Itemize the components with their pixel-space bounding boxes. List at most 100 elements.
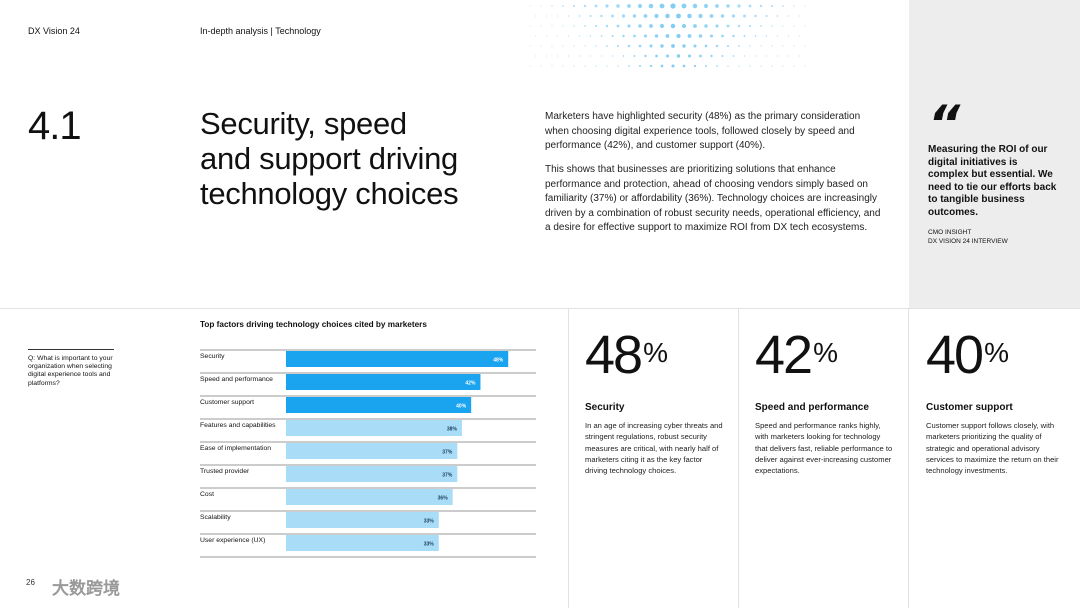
decorative-dot (765, 55, 768, 57)
decorative-dot (616, 4, 620, 8)
decorative-dot (670, 3, 676, 9)
page-title: Security, speed and support driving tech… (200, 106, 520, 211)
decorative-dot (562, 25, 564, 27)
stat-security-value: 48% (585, 328, 668, 382)
decorative-dot (578, 55, 581, 57)
decorative-dot (798, 15, 801, 17)
decorative-dot (687, 13, 692, 19)
decorative-dot (793, 45, 795, 47)
decorative-dot (676, 13, 681, 19)
decorative-dot (638, 44, 642, 48)
chart-category-label: Ease of implementation (200, 445, 271, 452)
chart-category-label: Customer support (200, 399, 254, 406)
decorative-dot (765, 14, 768, 18)
decorative-dot (776, 35, 779, 37)
decorative-dot (606, 45, 608, 47)
decorative-dot (562, 65, 564, 67)
chart-data-label: 37% (442, 473, 453, 479)
decorative-dot (654, 13, 659, 19)
decorative-dot (529, 5, 531, 7)
page-title-line-2: and support driving (200, 141, 458, 176)
stat-security-unit: % (643, 337, 668, 368)
decorative-dot (709, 34, 714, 38)
decorative-dot (782, 25, 784, 27)
chart-data-label: 37% (442, 450, 453, 456)
chart-bar (286, 489, 453, 505)
survey-question: Q: What is important to your organizatio… (28, 355, 113, 387)
decorative-dot (704, 44, 708, 48)
decorative-dot (720, 14, 725, 18)
decorative-dot (534, 55, 537, 57)
decorative-dot (681, 23, 687, 29)
decorative-dot (782, 5, 784, 7)
decorative-dot (616, 24, 620, 28)
decorative-dot (787, 15, 790, 17)
section-breadcrumb: In-depth analysis | Technology (200, 26, 321, 36)
decorative-dot (655, 54, 658, 58)
chart-data-label: 33% (424, 542, 435, 548)
decorative-dot (600, 55, 603, 57)
decorative-dot (737, 4, 741, 8)
decorative-dot (793, 25, 795, 27)
decorative-dot (759, 4, 763, 8)
decorative-dot (698, 34, 703, 38)
decorative-dot (529, 25, 531, 27)
decorative-dot (638, 24, 642, 28)
chart-category-label: Scalability (200, 514, 231, 521)
decorative-dot (540, 65, 542, 67)
decorative-dot (770, 4, 774, 8)
decorative-dot (682, 44, 686, 48)
stat-speed-unit: % (813, 337, 838, 368)
decorative-dot (771, 45, 773, 47)
decorative-dot (627, 4, 631, 8)
decorative-dot (572, 4, 576, 8)
report-name: DX Vision 24 (28, 26, 80, 36)
bar-chart: Security 48% Speed and performance 42% Custo… (200, 349, 536, 558)
decorative-dot (765, 35, 768, 37)
page-title-line-1: Security, speed (200, 106, 407, 141)
decorative-dot (704, 64, 708, 68)
decorative-dot (595, 45, 597, 47)
decorative-dot (622, 55, 625, 57)
decorative-dot (545, 55, 548, 57)
decorative-dot (644, 54, 647, 58)
decorative-dot (743, 55, 746, 57)
decorative-dot (660, 44, 664, 48)
decorative-dot (529, 65, 531, 67)
decorative-dot (600, 14, 603, 18)
stat-security-number: 48 (585, 325, 643, 385)
decorative-dot (551, 65, 553, 67)
decorative-dot (726, 24, 730, 28)
decorative-dot (540, 45, 542, 47)
section-divider (0, 308, 1080, 309)
decorative-dot (743, 14, 746, 18)
decorative-dot (738, 65, 740, 67)
decorative-dot (567, 35, 570, 37)
decorative-dot (605, 4, 609, 8)
decorative-dot (611, 34, 614, 38)
chart-category-label: User experience (UX) (200, 537, 265, 544)
decorative-dot (649, 24, 653, 28)
decorative-dot (798, 35, 801, 37)
decorative-dot (628, 65, 630, 67)
decorative-dot (649, 64, 653, 68)
decorative-dot (665, 13, 670, 19)
decorative-dot (703, 3, 709, 9)
decorative-dot (584, 45, 586, 47)
decorative-dot (754, 55, 757, 57)
decorative-dot (584, 65, 586, 67)
decorative-dot (804, 25, 806, 27)
decorative-dot (798, 55, 801, 57)
chart-category-label: Cost (200, 491, 214, 498)
decorative-dot (637, 3, 643, 9)
chart-category-label: Speed and performance (200, 376, 273, 383)
decorative-dot (617, 65, 619, 67)
decorative-dot (643, 14, 648, 18)
decorative-dot (606, 65, 608, 67)
decorative-dot (567, 15, 570, 17)
chart-data-label: 36% (438, 496, 449, 502)
quote-source-origin: DX VISION 24 INTERVIEW (928, 238, 1008, 245)
decorative-dot (665, 54, 670, 58)
decorative-dot (578, 35, 581, 37)
chart-category-label: Security (200, 353, 225, 360)
